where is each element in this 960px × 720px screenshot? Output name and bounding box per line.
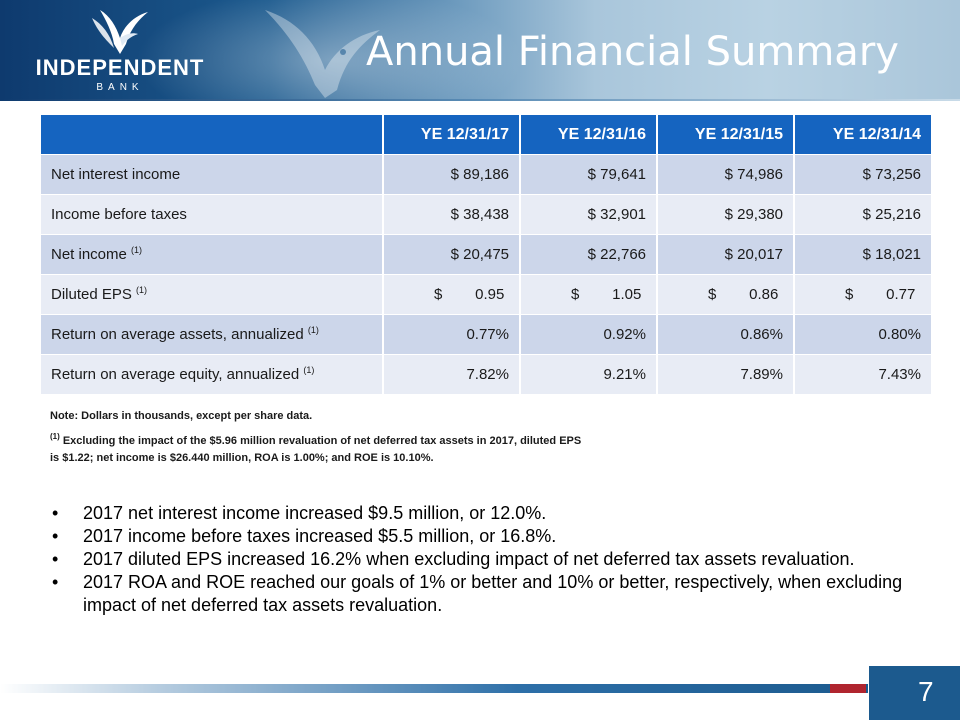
table-cell: 0.86% — [657, 314, 795, 355]
slide-header: INDEPENDENT BANK Annual Financial Summar… — [0, 0, 960, 101]
row-label: Net interest income — [41, 154, 384, 195]
eps-value: 0.77 — [886, 286, 916, 303]
row-label-text: Diluted EPS — [51, 286, 137, 303]
table-cell: 0.92% — [520, 314, 658, 355]
row-label-text: Income before taxes — [51, 206, 187, 223]
list-item: • 2017 income before taxes increased $5.5… — [50, 525, 910, 548]
row-label: Return on average assets, annualized (1) — [41, 314, 384, 355]
table-cell: $ 74,986 — [657, 154, 795, 195]
table-row: Income before taxes $ 38,438 $ 32,901 $ … — [41, 194, 931, 235]
table-cell: $ 20,017 — [657, 234, 795, 275]
table-footnote: (1) Excluding the impact of the $5.96 mi… — [50, 433, 650, 467]
footnote-line-2: is $1.22; net income is $26.440 million,… — [50, 452, 434, 464]
table-cell: $ 29,380 — [657, 194, 795, 235]
list-item-text: 2017 diluted EPS increased 16.2% when ex… — [83, 549, 855, 569]
table-cell: $0.86 — [657, 274, 795, 315]
eps-value: 1.05 — [612, 286, 642, 303]
list-item-text: 2017 net interest income increased $9.5 … — [83, 503, 547, 523]
bullet-icon: • — [52, 526, 59, 546]
table-row: Diluted EPS (1) $0.95 $1.05 $0.86 $0.77 — [41, 274, 931, 315]
table-cell: 7.89% — [657, 354, 795, 394]
list-item: • 2017 diluted EPS increased 16.2% when e… — [50, 548, 910, 571]
table-row: Return on average equity, annualized (1)… — [41, 354, 931, 394]
table-cell: $ 25,216 — [794, 194, 931, 235]
bullet-icon: • — [52, 549, 59, 569]
list-item: • 2017 net interest income increased $9.5… — [50, 502, 910, 525]
column-header: YE 12/31/14 — [794, 115, 931, 155]
page-number-box — [869, 666, 960, 720]
list-item-text: 2017 income before taxes increased $5.5 … — [83, 526, 557, 546]
column-header: YE 12/31/16 — [520, 115, 658, 155]
slide-title: Annual Financial Summary — [366, 29, 899, 75]
currency-symbol: $ — [845, 286, 854, 303]
eps-value: 0.95 — [475, 286, 505, 303]
table-cell: 9.21% — [520, 354, 658, 394]
table-cell: $0.77 — [794, 274, 931, 315]
row-label-text: Net interest income — [51, 166, 181, 183]
footnote-line-1: Excluding the impact of the $5.96 millio… — [59, 435, 582, 447]
header-highlight — [120, 0, 540, 101]
table-cell: 7.82% — [383, 354, 521, 394]
bullet-list: • 2017 net interest income increased $9.5… — [50, 502, 910, 617]
row-label: Return on average equity, annualized (1) — [41, 354, 384, 394]
table-cell: $0.95 — [383, 274, 521, 315]
bank-logo: INDEPENDENT BANK — [30, 8, 210, 94]
table-row: Net interest income $ 89,186 $ 79,641 $ … — [41, 154, 931, 195]
table-note: Note: Dollars in thousands, except per s… — [50, 410, 313, 422]
logo-wordmark: INDEPENDENT — [35, 55, 205, 80]
row-label: Income before taxes — [41, 194, 384, 235]
footer-accent — [830, 684, 866, 693]
column-header: YE 12/31/17 — [383, 115, 521, 155]
header-divider — [0, 99, 960, 101]
table-cell: $1.05 — [520, 274, 658, 315]
footnote-marker: (1) — [307, 325, 319, 335]
column-header — [41, 115, 384, 155]
table-cell: 0.80% — [794, 314, 931, 355]
column-header: YE 12/31/15 — [657, 115, 795, 155]
currency-symbol: $ — [708, 286, 717, 303]
list-item: • 2017 ROA and ROE reached our goals of 1… — [50, 571, 910, 617]
footnote-marker: (1) — [131, 245, 143, 255]
table-row: Return on average assets, annualized (1)… — [41, 314, 931, 355]
table-cell: $ 79,641 — [520, 154, 658, 195]
footnote-marker: (1) — [50, 432, 60, 441]
row-label-text: Return on average assets, annualized — [51, 326, 308, 343]
page-number: 7 — [918, 676, 934, 707]
row-label: Diluted EPS (1) — [41, 274, 384, 315]
footnote-marker: (1) — [303, 365, 315, 375]
eagle-logo-icon — [92, 10, 148, 54]
table-cell: $ 20,475 — [383, 234, 521, 275]
row-label-text: Return on average equity, annualized — [51, 366, 304, 383]
table-cell: $ 32,901 — [520, 194, 658, 235]
eps-value: 0.86 — [749, 286, 779, 303]
row-label: Net income (1) — [41, 234, 384, 275]
list-item-text: 2017 ROA and ROE reached our goals of 1%… — [83, 572, 903, 615]
currency-symbol: $ — [434, 286, 443, 303]
logo-subtitle: BANK — [96, 82, 144, 93]
row-label-text: Net income — [51, 246, 132, 263]
table-cell: $ 73,256 — [794, 154, 931, 195]
footnote-marker: (1) — [136, 285, 148, 295]
table-cell: $ 22,766 — [520, 234, 658, 275]
table-header-row: YE 12/31/17 YE 12/31/16 YE 12/31/15 YE 1… — [41, 115, 931, 155]
table-cell: $ 38,438 — [383, 194, 521, 235]
table-row: Net income (1) $ 20,475 $ 22,766 $ 20,01… — [41, 234, 931, 275]
footer-bar — [0, 684, 868, 693]
eagle-watermark-icon — [265, 10, 380, 98]
table-cell: 7.43% — [794, 354, 931, 394]
bullet-icon: • — [52, 503, 59, 523]
table-cell: 0.77% — [383, 314, 521, 355]
financial-summary-table: YE 12/31/17 YE 12/31/16 YE 12/31/15 YE 1… — [41, 115, 931, 394]
currency-symbol: $ — [571, 286, 580, 303]
table-cell: $ 89,186 — [383, 154, 521, 195]
bullet-icon: • — [52, 572, 59, 592]
table-cell: $ 18,021 — [794, 234, 931, 275]
